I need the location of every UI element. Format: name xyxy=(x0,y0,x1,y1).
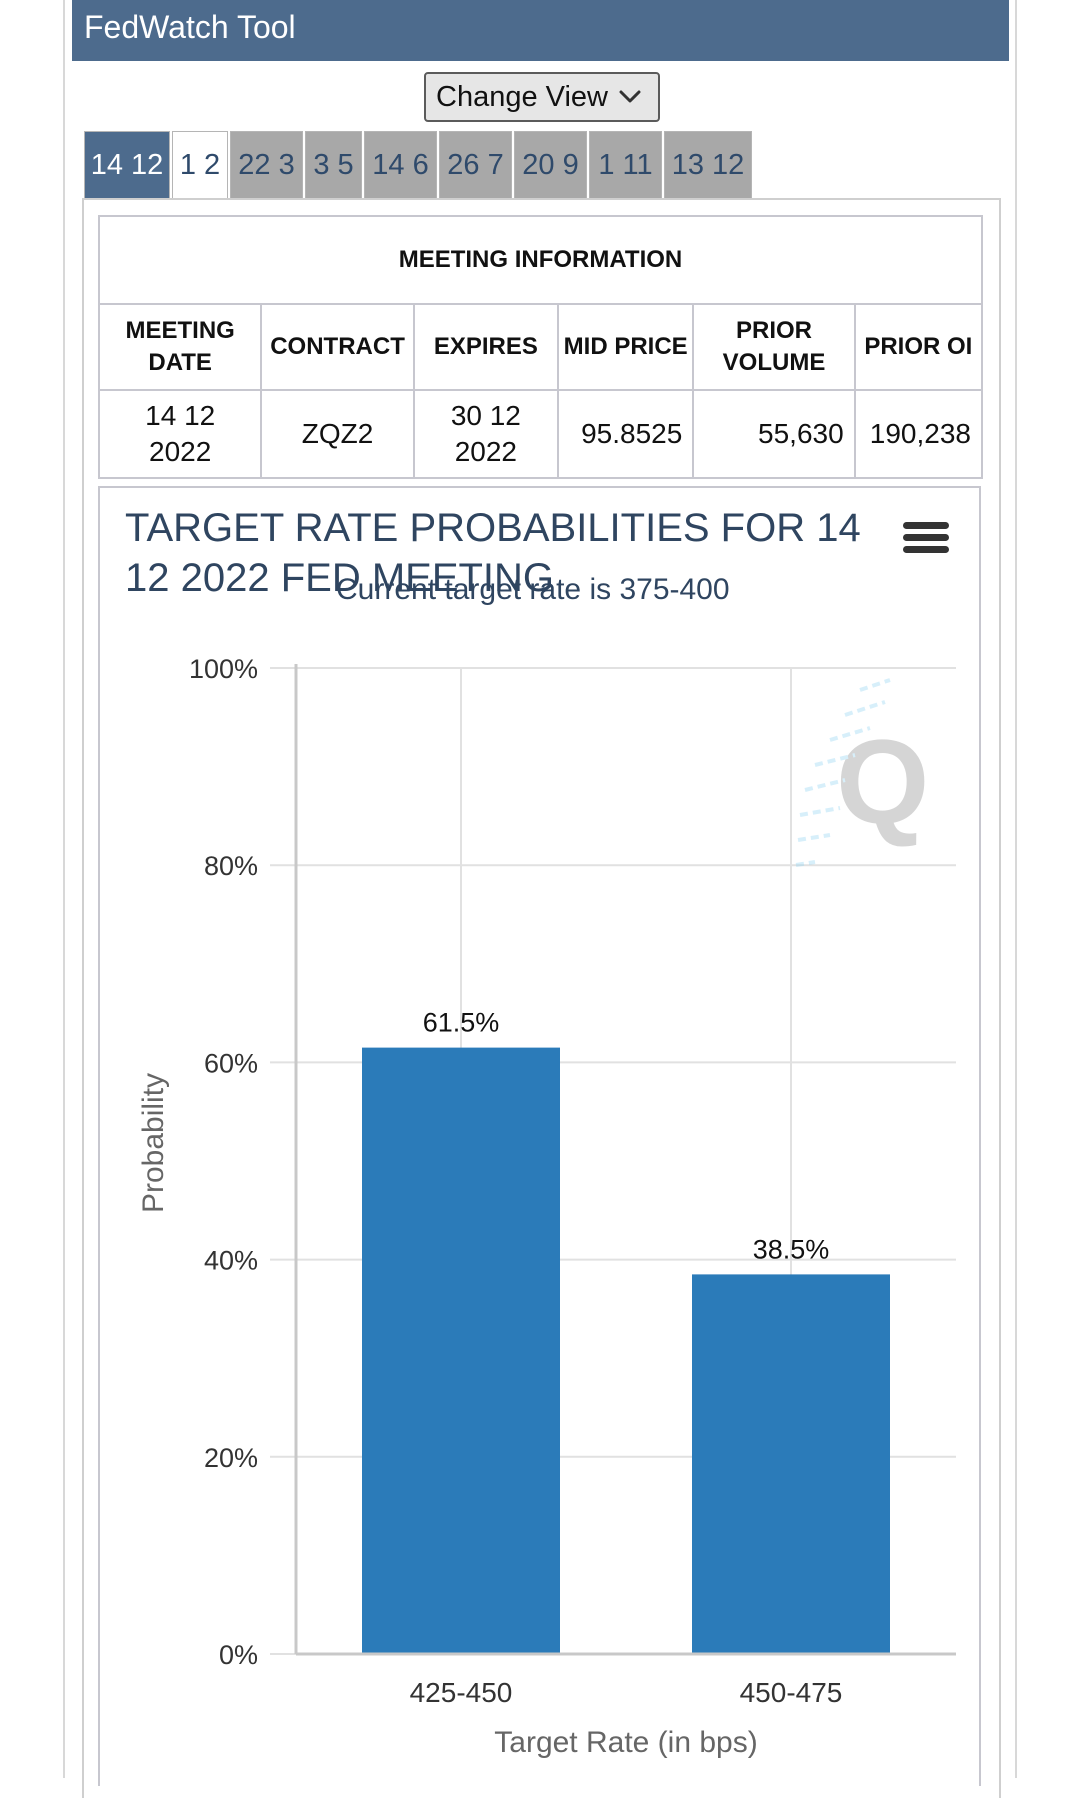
bar-425-450[interactable] xyxy=(362,1047,560,1654)
change-view-label: Change View xyxy=(436,81,608,113)
cell-mid-price: 95.8525 xyxy=(557,389,695,479)
col-contract: CONTRACT xyxy=(260,303,415,391)
y-tick-label: 40% xyxy=(204,1246,258,1276)
cell-contract: ZQZ2 xyxy=(260,389,415,479)
app-title: FedWatch Tool xyxy=(72,0,1009,61)
tab-26-7[interactable]: 26 7 xyxy=(439,131,512,199)
tab-13-12[interactable]: 13 12 xyxy=(664,131,752,199)
bar-450-475[interactable] xyxy=(692,1274,890,1654)
cell-expires: 30 12 2022 xyxy=(412,389,560,479)
y-tick-label: 60% xyxy=(204,1048,258,1078)
y-tick-label: 0% xyxy=(219,1640,258,1670)
meeting-info-table: MEETING INFORMATION MEETING DATE CONTRAC… xyxy=(97,215,984,479)
col-prior-oi: PRIOR OI xyxy=(853,303,984,391)
data-label: 38.5% xyxy=(753,1234,830,1264)
tab-14-6[interactable]: 14 6 xyxy=(364,131,437,199)
tab-14-12[interactable]: 14 12 xyxy=(84,131,170,199)
svg-text:Q: Q xyxy=(836,715,929,849)
x-tick-label: 450-475 xyxy=(740,1677,843,1708)
y-tick-label: 80% xyxy=(204,851,258,881)
data-label: 61.5% xyxy=(423,1008,500,1038)
cell-meeting-date: 14 12 2022 xyxy=(97,389,263,479)
page-frame xyxy=(63,0,1017,1778)
col-meeting-date: MEETING DATE xyxy=(97,303,263,391)
tab-22-3[interactable]: 22 3 xyxy=(230,131,303,199)
y-tick-label: 20% xyxy=(204,1443,258,1473)
y-axis-label: Probability xyxy=(137,1073,170,1213)
cell-prior-oi: 190,238 xyxy=(853,389,984,479)
content-panel xyxy=(82,198,1001,1798)
x-axis-label: Target Rate (in bps) xyxy=(494,1726,757,1759)
x-tick-label: 425-450 xyxy=(410,1677,513,1708)
col-mid-price: MID PRICE xyxy=(557,303,695,391)
chart-title: TARGET RATE PROBABILITIES FOR 14 12 2022… xyxy=(125,506,861,600)
meeting-tabs: 14 12 1 2 22 3 3 5 14 6 26 7 20 9 1 11 1… xyxy=(84,131,754,199)
meeting-info-heading: MEETING INFORMATION xyxy=(98,215,983,305)
col-expires: EXPIRES xyxy=(412,303,560,391)
cell-prior-volume: 55,630 xyxy=(692,389,856,479)
col-prior-volume: PRIOR VOLUME xyxy=(692,303,856,391)
hamburger-menu-icon[interactable] xyxy=(903,522,949,560)
y-tick-label: 100% xyxy=(189,654,258,684)
chevron-down-icon xyxy=(619,90,641,103)
change-view-button[interactable]: Change View xyxy=(424,72,660,122)
chart-container xyxy=(98,486,981,1786)
chart-subtitle: Current target rate is 375-400 xyxy=(336,573,730,606)
tab-20-9[interactable]: 20 9 xyxy=(514,131,587,199)
quikstrike-watermark-icon: Q xyxy=(795,678,929,867)
